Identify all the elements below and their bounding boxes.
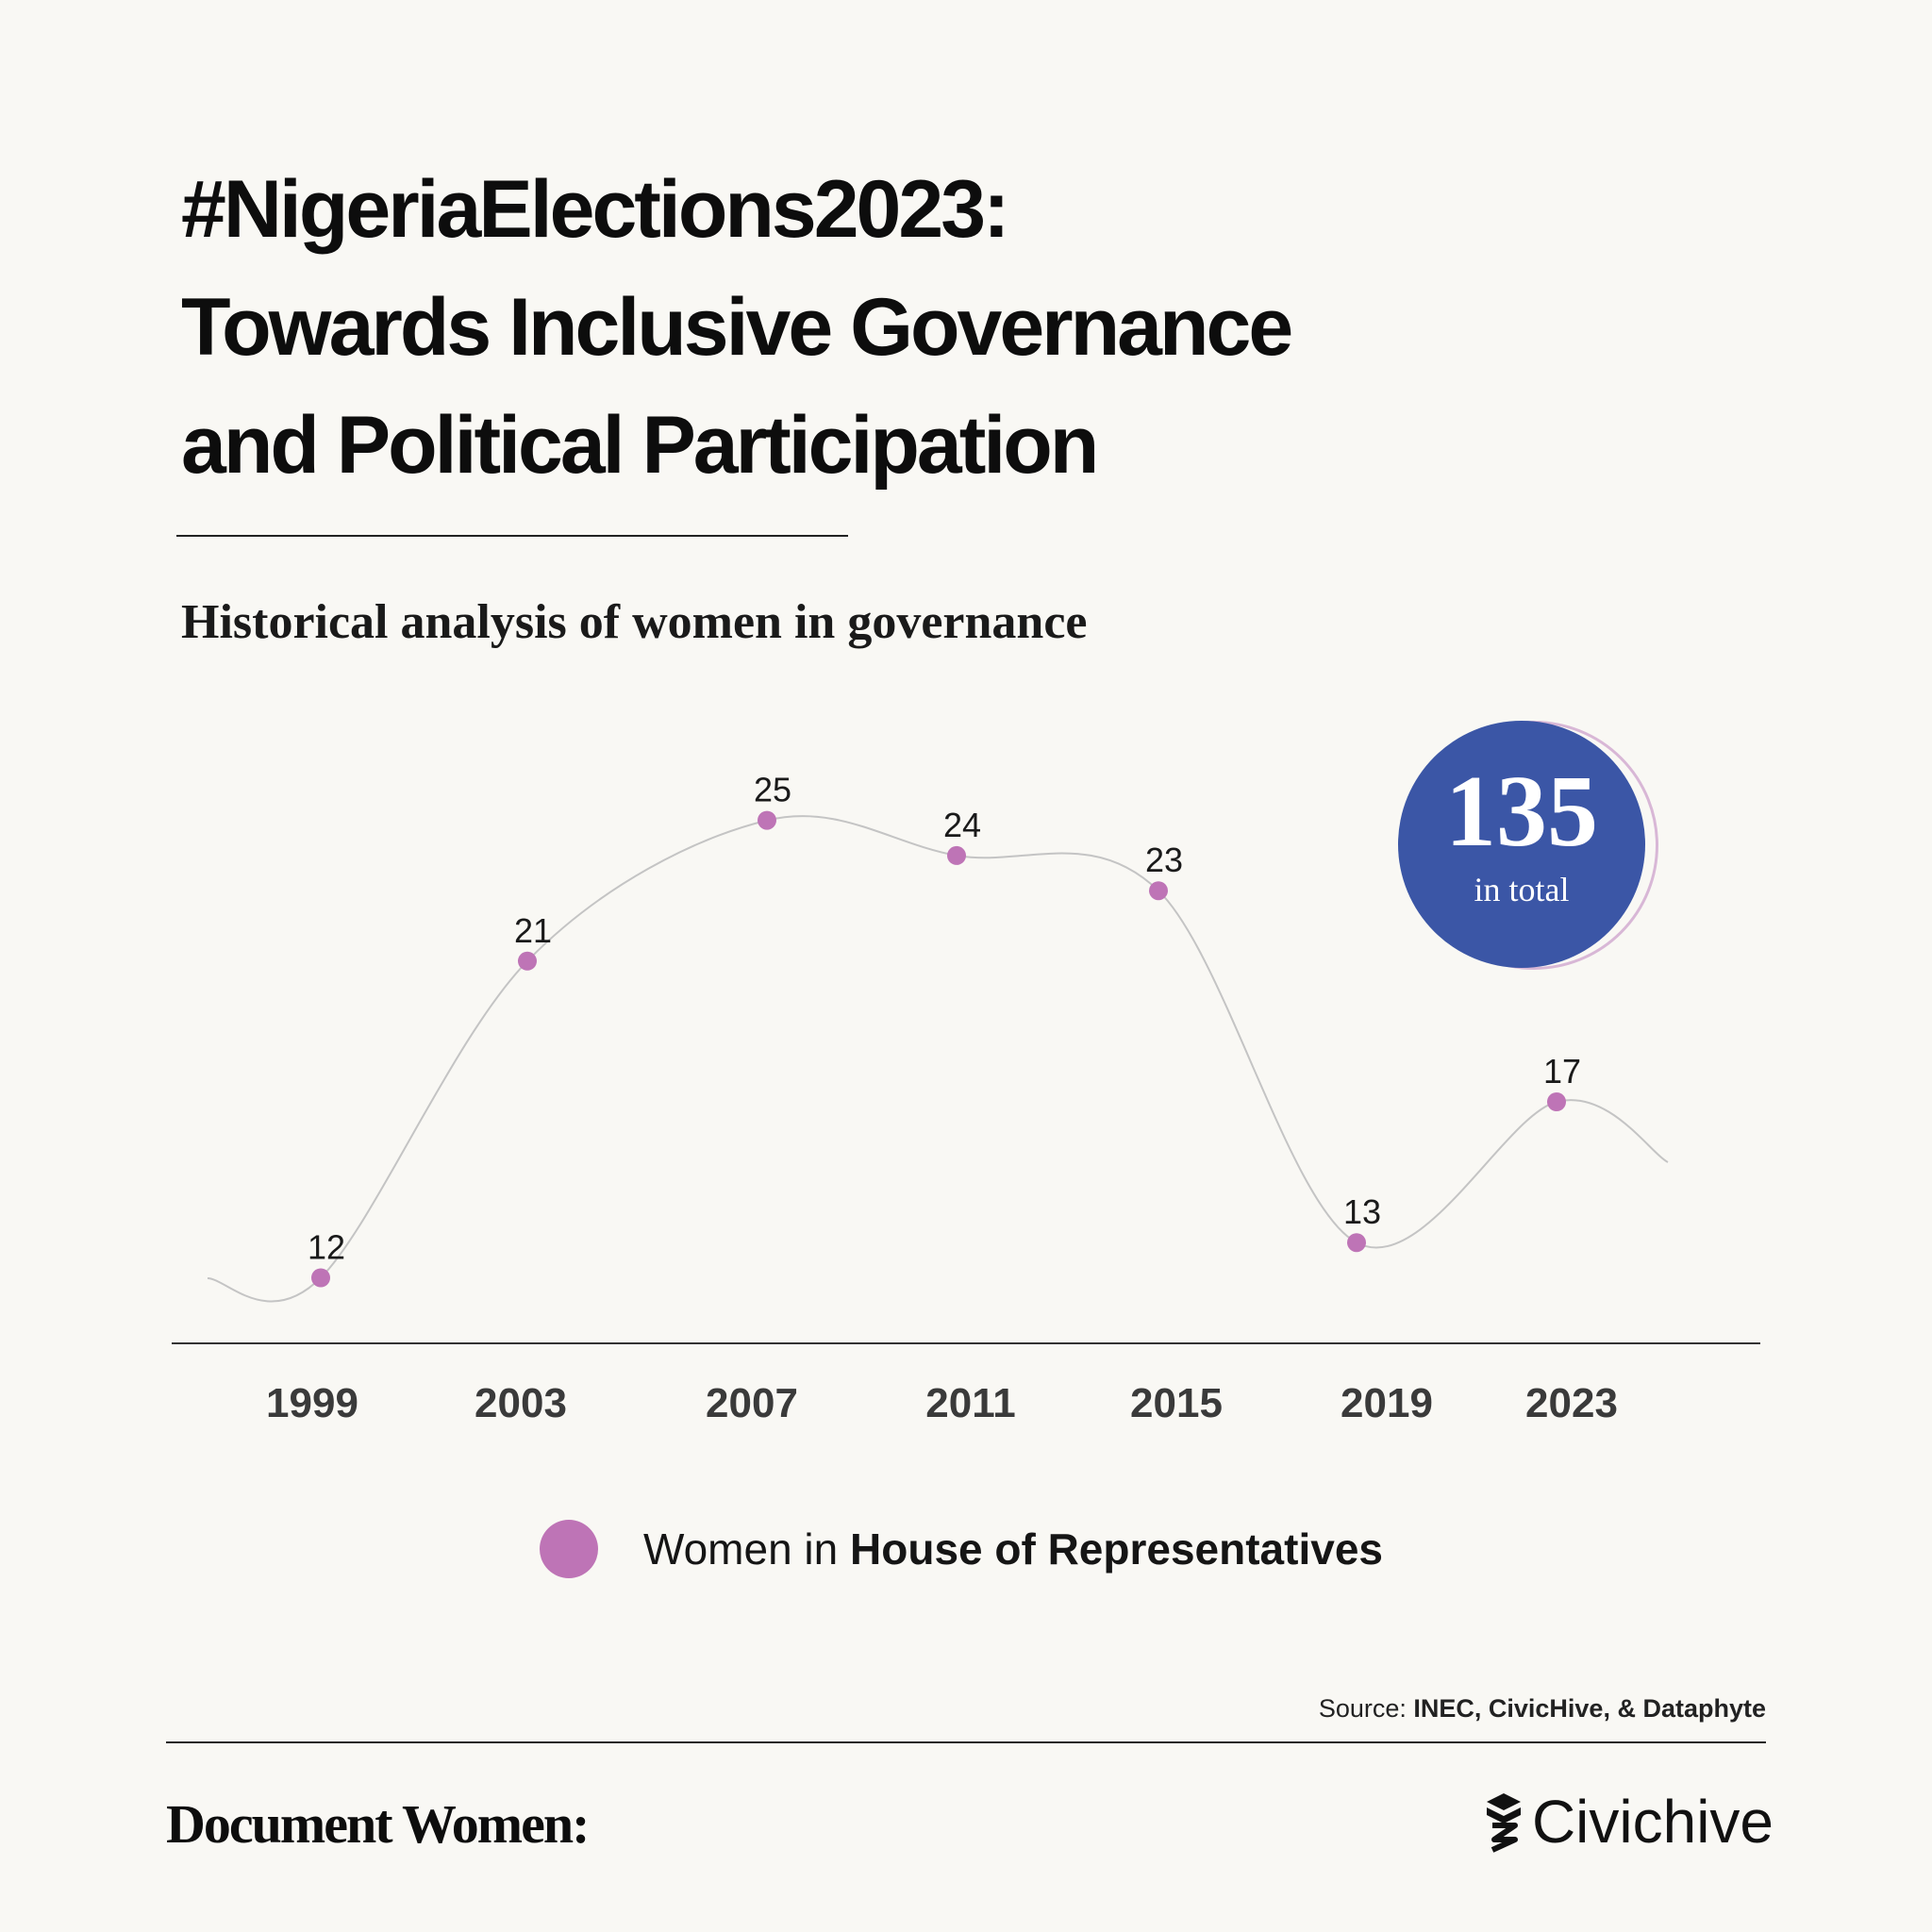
x-tick-1999: 1999 bbox=[266, 1380, 358, 1426]
data-point-2003 bbox=[518, 951, 537, 971]
civichive-wordmark: Civichive bbox=[1531, 1788, 1774, 1856]
badge-circle: 135 in total bbox=[1398, 721, 1645, 968]
data-label-2015: 23 bbox=[1145, 841, 1183, 879]
data-label-2019: 13 bbox=[1343, 1192, 1381, 1231]
x-tick-2015: 2015 bbox=[1130, 1380, 1223, 1426]
data-point-2023 bbox=[1547, 1092, 1566, 1111]
data-point-1999 bbox=[311, 1268, 330, 1288]
data-label-2003: 21 bbox=[514, 911, 552, 950]
data-point-2019 bbox=[1347, 1233, 1366, 1253]
source-names: INEC, CivicHive, & Dataphyte bbox=[1413, 1694, 1766, 1723]
x-tick-2007: 2007 bbox=[706, 1380, 798, 1426]
data-point-2015 bbox=[1149, 881, 1168, 901]
line-chart: 12 21 25 24 23 13 17 1999 2003 2007 2011 2015 2019 2… bbox=[172, 771, 1760, 1426]
legend-label: Women in House of Representatives bbox=[643, 1524, 1383, 1574]
legend-label-prefix: Women in bbox=[643, 1524, 851, 1574]
total-badge: 135 in total bbox=[1398, 721, 1658, 970]
title-line-2: Towards Inclusive Governance bbox=[181, 282, 1293, 373]
data-label-1999: 12 bbox=[308, 1228, 345, 1267]
footer-divider bbox=[166, 1741, 1766, 1743]
source-prefix: Source: bbox=[1318, 1694, 1414, 1723]
document-women-logo: Document Women: bbox=[166, 1793, 590, 1855]
legend-label-bold: House of Representatives bbox=[850, 1524, 1383, 1574]
badge-total-value: 135 bbox=[1445, 756, 1598, 868]
legend-marker bbox=[540, 1520, 598, 1578]
civichive-logo-icon bbox=[1486, 1793, 1521, 1853]
chart-legend: Women in House of Representatives bbox=[540, 1519, 1383, 1579]
x-tick-2019: 2019 bbox=[1341, 1380, 1433, 1426]
title-line-1: #NigeriaElections2023: bbox=[181, 164, 1010, 255]
title-line-3: and Political Participation bbox=[181, 400, 1099, 491]
data-label-2007: 25 bbox=[754, 771, 791, 809]
data-point-2007 bbox=[758, 810, 776, 830]
civichive-brand: Civichive bbox=[1483, 1787, 1774, 1857]
x-tick-2023: 2023 bbox=[1525, 1380, 1618, 1426]
x-tick-2003: 2003 bbox=[475, 1380, 567, 1426]
data-point-2011 bbox=[947, 845, 966, 865]
data-label-2011: 24 bbox=[943, 806, 981, 844]
page-title: #NigeriaElections2023: Towards Inclusive… bbox=[181, 151, 1293, 505]
badge-total-label: in total bbox=[1474, 871, 1570, 908]
x-tick-2011: 2011 bbox=[925, 1380, 1015, 1426]
chart-subtitle: Historical analysis of women in governan… bbox=[181, 595, 1088, 649]
source-note: Source: INEC, CivicHive, & Dataphyte bbox=[1319, 1694, 1766, 1724]
data-label-2023: 17 bbox=[1543, 1052, 1581, 1091]
title-divider bbox=[176, 535, 848, 537]
